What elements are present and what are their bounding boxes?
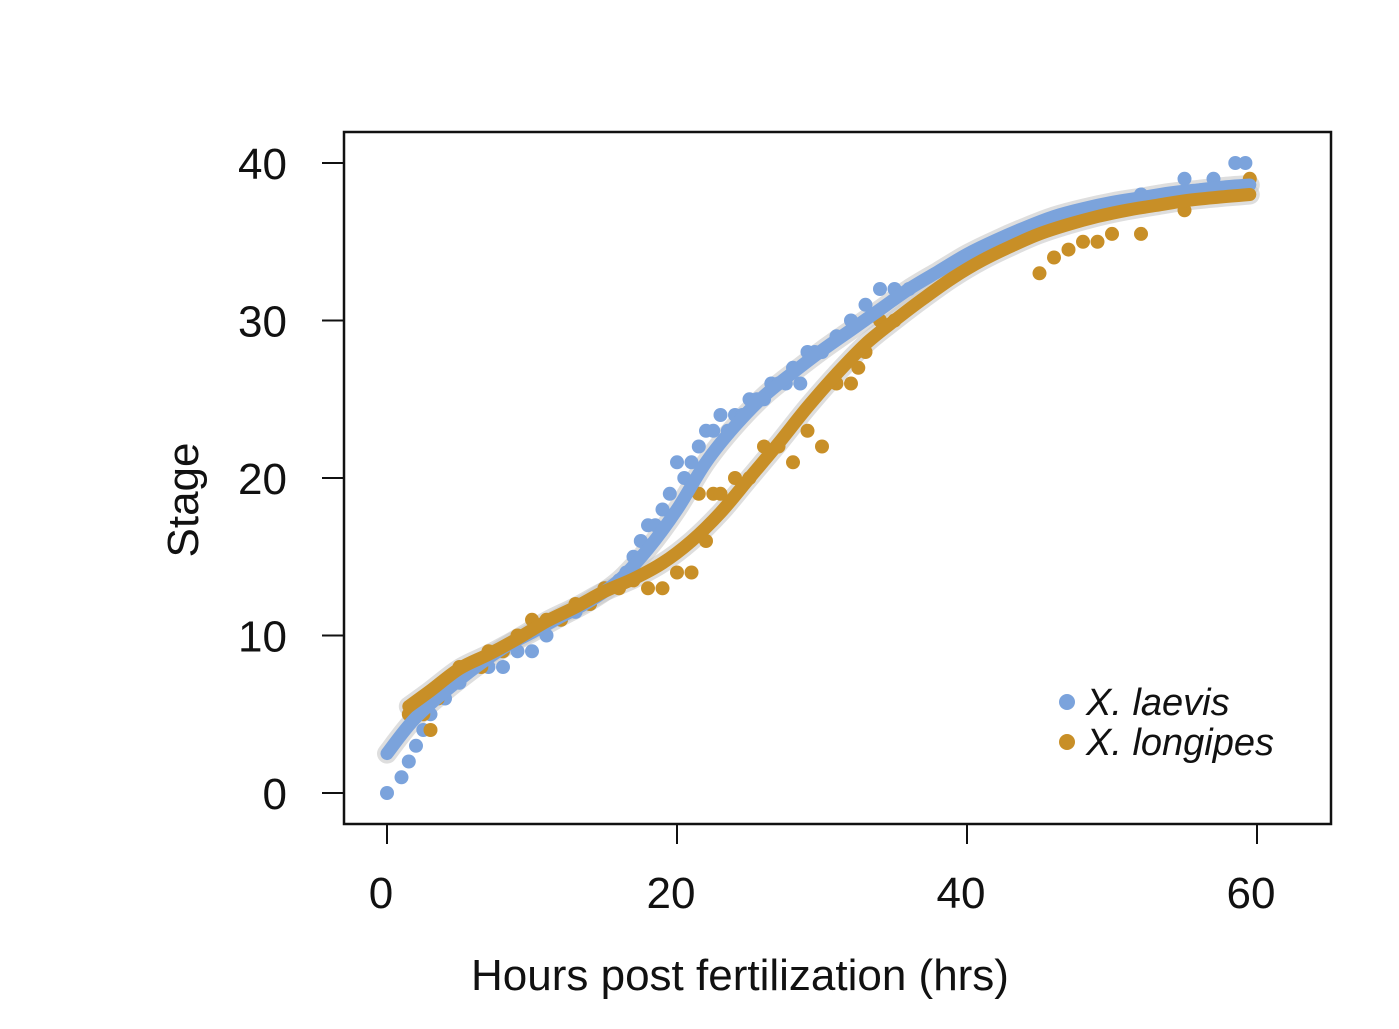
point-x-laevis-1	[394, 770, 409, 785]
fit-line-x-longipes	[402, 188, 1257, 713]
point-x-longipes-33	[786, 455, 800, 470]
point-x-longipes-42	[1032, 266, 1047, 281]
point-x-longipes-37	[844, 376, 858, 391]
fit-curves-layer	[377, 175, 1260, 764]
x-tick-label-20: 20	[647, 869, 696, 918]
y-tick-label-0: 0	[263, 770, 287, 819]
point-x-longipes-46	[1090, 234, 1105, 249]
y-tick-label-30: 30	[238, 298, 287, 347]
point-x-laevis-29	[691, 439, 706, 454]
y-tick-label-40: 40	[238, 140, 287, 189]
point-x-laevis-3	[409, 738, 423, 753]
point-x-longipes-38	[851, 360, 866, 375]
point-x-laevis-25	[662, 486, 677, 501]
point-x-laevis-31	[706, 423, 721, 438]
axes-layer: 0 20 40 60 0 10 20 30 40	[238, 140, 1275, 918]
point-x-longipes-24	[684, 565, 699, 580]
x-axis-title: Hours post fertilization (hrs)	[471, 951, 1009, 1000]
point-x-laevis-56	[1177, 171, 1192, 186]
point-x-longipes-35	[815, 439, 829, 454]
point-x-longipes-45	[1076, 234, 1090, 249]
y-tick-label-20: 20	[238, 455, 287, 504]
point-x-laevis-0	[380, 786, 394, 800]
point-x-laevis-43	[793, 376, 808, 391]
legend-label-x-longipes: X. longipes	[1085, 722, 1274, 764]
point-x-longipes-47	[1105, 226, 1119, 241]
fit-band-x-laevis	[377, 175, 1260, 764]
legend-label-x-laevis: X. laevis	[1085, 682, 1230, 724]
x-tick-label-40: 40	[937, 869, 986, 918]
x-tick-label-60: 60	[1227, 869, 1276, 918]
point-x-longipes-28	[713, 486, 728, 501]
x-tick-label-0: 0	[369, 869, 393, 918]
point-x-laevis-32	[713, 408, 728, 422]
fit-line-x-laevis	[380, 178, 1257, 761]
point-x-laevis-26	[670, 455, 684, 470]
point-x-longipes-2	[423, 723, 438, 737]
data-points-layer	[380, 156, 1257, 800]
point-x-laevis-58	[1228, 156, 1243, 170]
point-x-longipes-43	[1047, 250, 1061, 265]
point-x-longipes-23	[670, 565, 684, 580]
point-x-laevis-28	[684, 455, 699, 470]
legend-marker-x-longipes	[1059, 734, 1075, 750]
y-tick-label-10: 10	[238, 613, 287, 662]
point-x-laevis-12	[525, 644, 539, 659]
point-x-longipes-48	[1134, 226, 1148, 241]
point-x-laevis-2	[401, 754, 416, 769]
point-x-laevis-49	[858, 297, 873, 312]
y-axis-title: Stage	[159, 443, 208, 558]
point-x-laevis-59	[1238, 156, 1253, 170]
point-x-laevis-50	[873, 282, 887, 296]
point-x-laevis-24	[655, 502, 670, 517]
point-x-laevis-10	[496, 660, 510, 674]
point-x-longipes-21	[641, 581, 655, 596]
point-x-longipes-22	[655, 581, 670, 596]
point-x-longipes-44	[1061, 242, 1076, 257]
point-x-longipes-34	[800, 423, 815, 438]
legend-marker-x-laevis	[1059, 694, 1075, 710]
